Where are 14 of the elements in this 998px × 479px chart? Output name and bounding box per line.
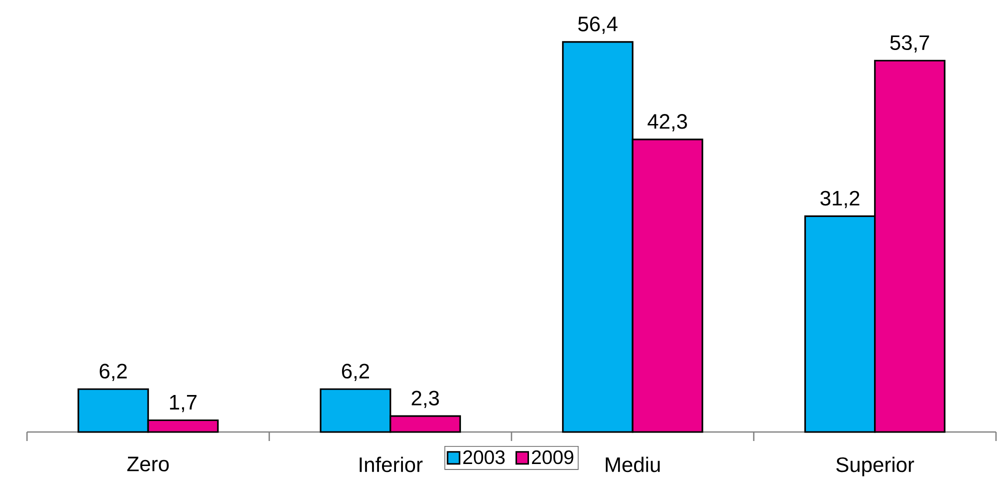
data-label: 31,2 [820, 190, 860, 208]
legend-label: 2003 [463, 450, 505, 464]
x-tick-label: Inferior [360, 456, 423, 472]
data-label: 42,3 [648, 114, 687, 132]
data-label: 1,7 [170, 395, 196, 412]
data-label: 2,3 [412, 390, 439, 408]
legend-label: 2009 [532, 450, 574, 464]
data-label: 53,7 [890, 35, 930, 53]
x-tick-label: Superior [836, 456, 914, 476]
x-tick-label: Mediu [606, 456, 660, 472]
data-label: 6,2 [342, 364, 369, 381]
data-label: 56,4 [578, 16, 618, 34]
data-label: 6,2 [100, 364, 127, 381]
x-tick-label: Zero [127, 456, 169, 472]
